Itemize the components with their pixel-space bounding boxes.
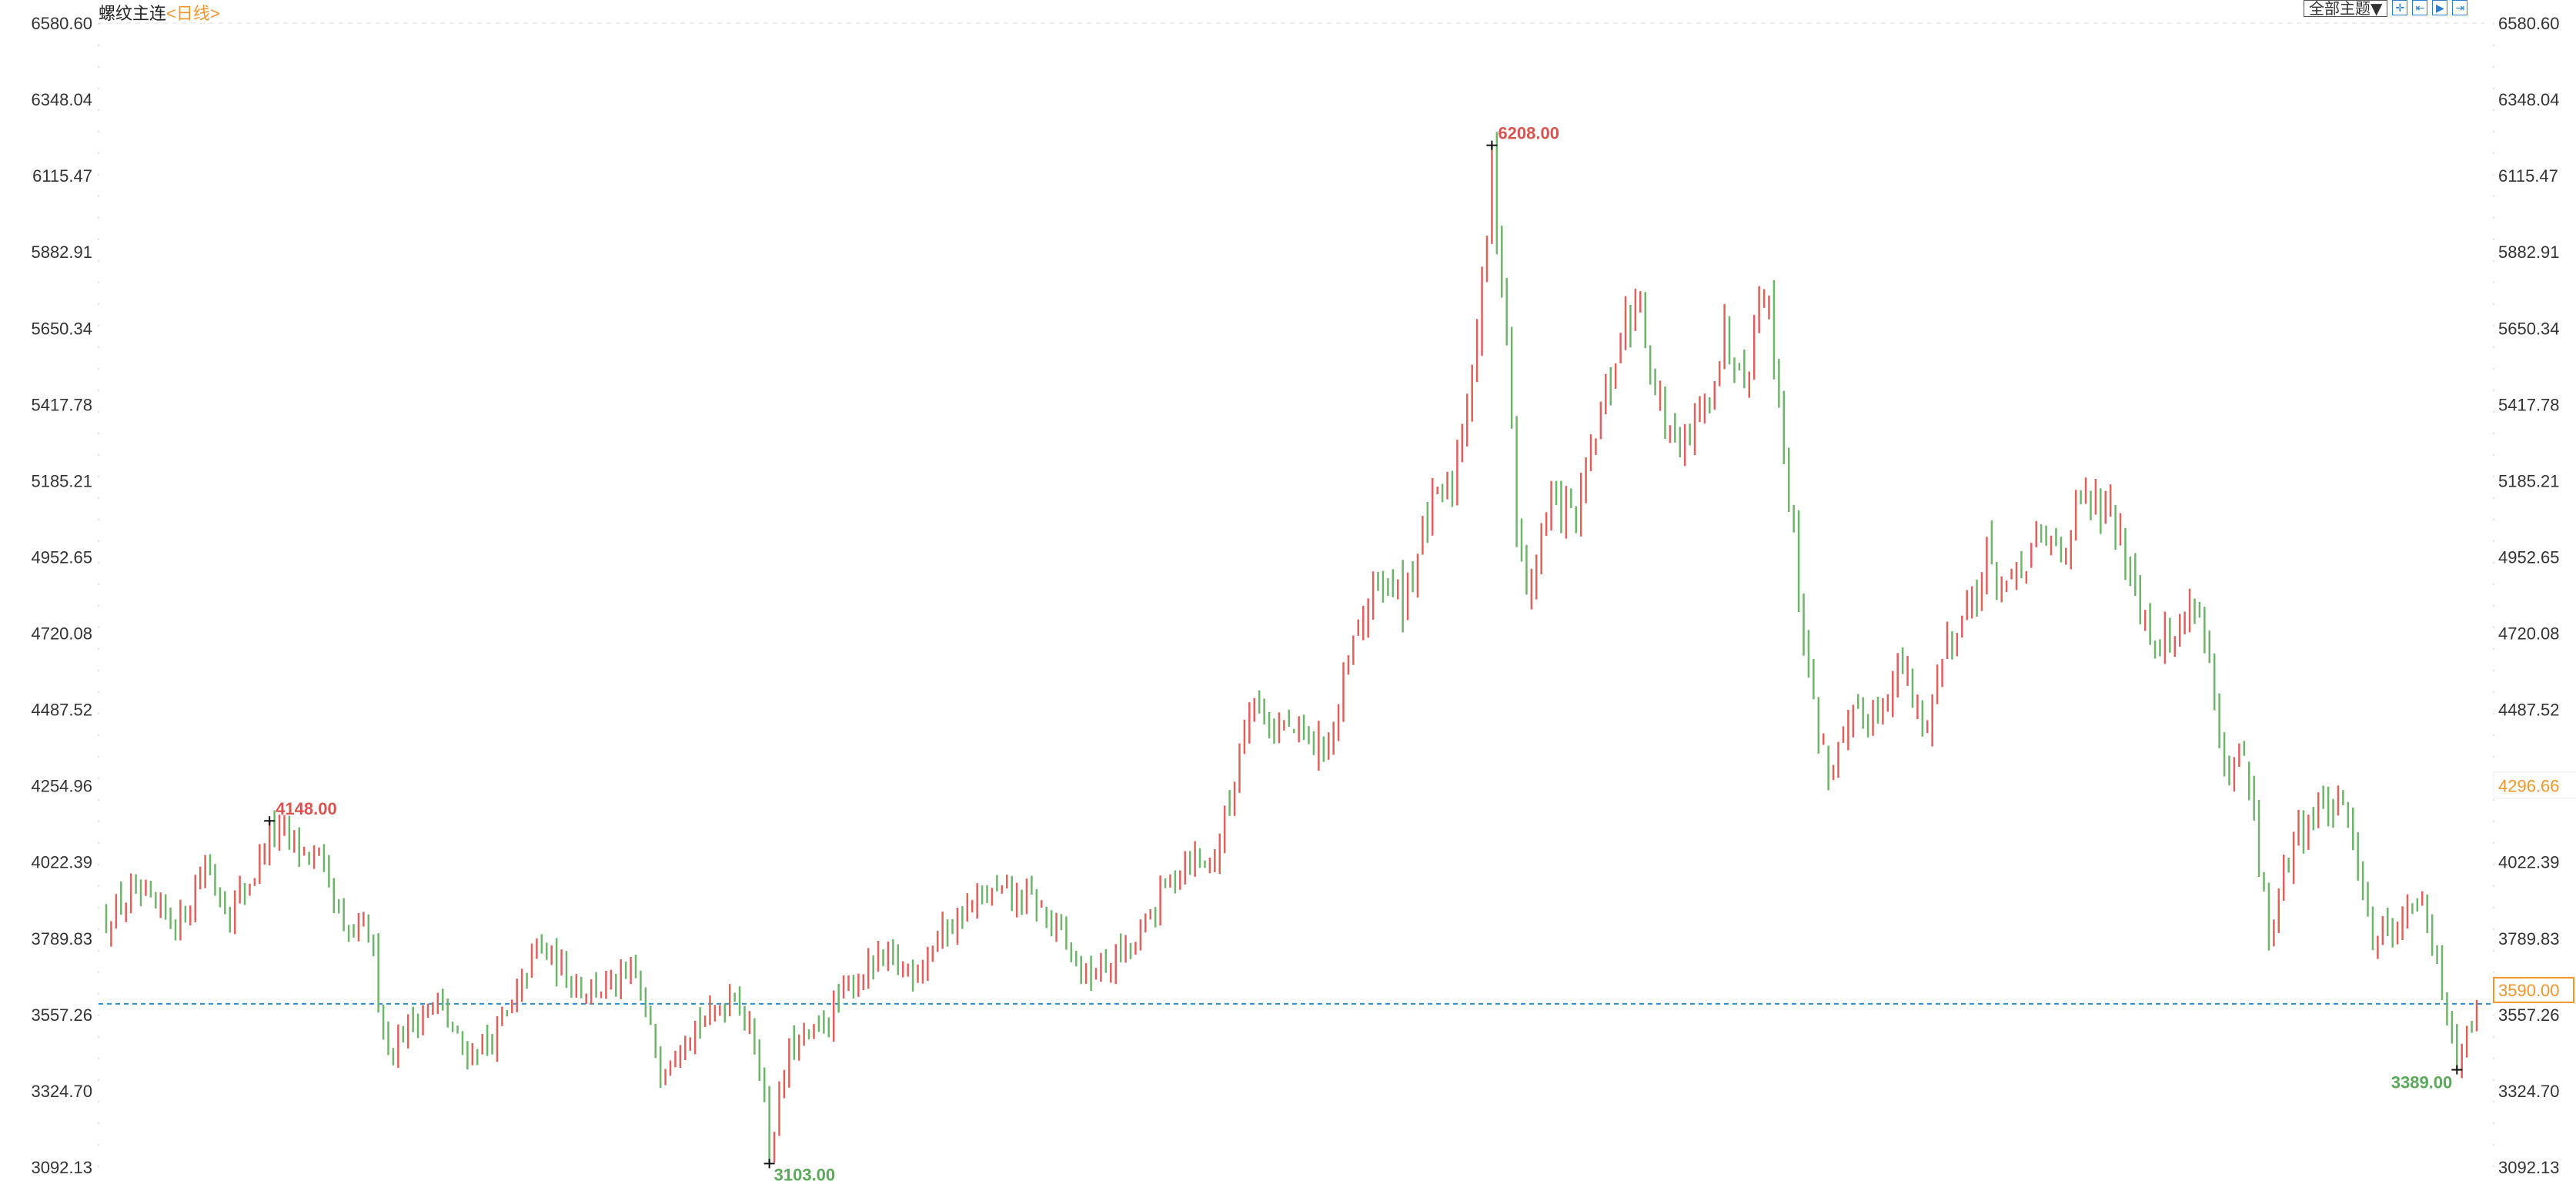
y-tick-label-left: 3789.83 [31,929,92,948]
y-tick-label-right: 3092.13 [2498,1158,2560,1177]
theme-dropdown[interactable]: 全部主题▼ [2304,0,2388,17]
hover-price-label: 4296.66 [2498,777,2560,796]
hover-price-box [2493,771,2576,799]
y-tick-label-right: 3557.26 [2498,1005,2560,1025]
y-tick-label-left: 4952.65 [31,547,92,567]
period-label[interactable]: <日线> [166,4,220,23]
high-price-label: 6208.00 [1498,124,1559,143]
y-tick-label-right: 5650.34 [2498,319,2560,338]
y-tick-label-right: 4022.39 [2498,853,2560,872]
y-tick-label-left: 6580.60 [31,14,92,33]
low-price-label: 3389.00 [2391,1073,2453,1092]
y-tick-label-left: 4022.39 [31,853,92,872]
toolbar: 全部主题▼ ✛ ⇤ ▶ ⇥ [2304,0,2468,17]
y-tick-label-right: 5882.91 [2498,243,2560,262]
y-tick-label-right: 5185.21 [2498,471,2560,490]
y-tick-label-left: 4254.96 [31,777,92,796]
crosshair-icon[interactable]: ✛ [2392,0,2408,15]
instrument-name: 螺纹主连 [99,4,167,23]
y-tick-label-right: 6115.47 [2498,166,2558,186]
y-tick-label-left: 5185.21 [31,471,92,490]
y-tick-label-right: 4952.65 [2498,547,2560,567]
y-tick-label-left: 5882.91 [31,243,92,262]
y-tick-label-left: 4487.52 [31,701,92,720]
y-tick-label-right: 5417.78 [2498,395,2560,414]
y-tick-label-right: 4720.08 [2498,624,2560,644]
y-tick-label-right: 3789.83 [2498,929,2560,948]
y-tick-label-left: 4720.08 [31,624,92,644]
y-tick-label-left: 6115.47 [32,166,92,186]
annotations: 4148.00 6208.00 3103.00 3389.00 [264,124,2463,1181]
play-icon[interactable]: ▶ [2432,0,2448,15]
high-price-label: 4148.00 [276,799,337,818]
current-price-box [2493,976,2574,1003]
y-tick-label-right: 6580.60 [2498,14,2560,33]
zoom-range-icon[interactable]: ⇤ [2412,0,2428,15]
axes: 6580.60 6580.60 6348.04 6348.04 6115.47 6115.… [31,14,2576,1181]
ohlc-bars [105,132,2478,1164]
jump-end-icon[interactable]: ⇥ [2452,0,2468,15]
low-price-label: 3103.00 [774,1165,836,1181]
y-tick-label-right: 6348.04 [2498,90,2560,109]
y-tick-label-left: 3092.13 [31,1158,92,1177]
y-tick-label-left: 6348.04 [31,90,92,109]
y-tick-label-right: 3324.70 [2498,1082,2560,1101]
y-tick-label-right: 4487.52 [2498,701,2560,720]
y-tick-label-left: 5417.78 [31,395,92,414]
y-tick-label-left: 5650.34 [31,319,92,338]
y-tick-label-left: 3324.70 [31,1082,92,1101]
current-price-label: 3590.00 [2498,981,2560,1000]
y-tick-label-left: 3557.26 [31,1005,92,1025]
chart-title: 螺纹主连<日线> [99,0,220,25]
